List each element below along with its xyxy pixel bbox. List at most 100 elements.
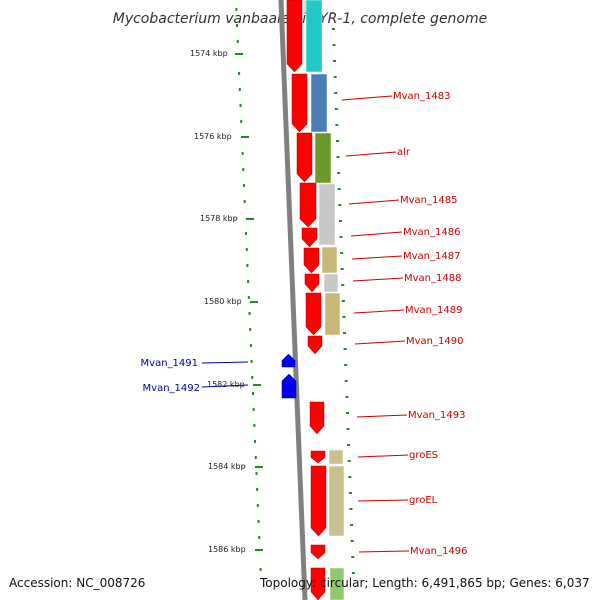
scale-dot bbox=[350, 524, 354, 526]
scale-dot bbox=[335, 124, 339, 126]
scale-dot bbox=[250, 360, 253, 363]
gene-leader-line bbox=[351, 255, 403, 260]
scale-tick-mark bbox=[253, 384, 261, 386]
scale-dot bbox=[340, 268, 344, 270]
gene-leader-line bbox=[348, 199, 400, 205]
gene-arrow bbox=[301, 227, 318, 248]
gene-leader-line bbox=[357, 454, 409, 458]
gene-arrow bbox=[281, 353, 296, 368]
cog-block bbox=[328, 465, 345, 537]
scale-dot bbox=[253, 424, 256, 427]
gene-label: Mvan_1487 bbox=[403, 251, 460, 262]
scale-dot bbox=[351, 556, 355, 558]
gene-arrow bbox=[296, 132, 313, 183]
scale-dot bbox=[247, 296, 250, 299]
gene-label: Mvan_1486 bbox=[403, 227, 460, 238]
scale-dot bbox=[252, 408, 255, 411]
scale-dot bbox=[238, 72, 241, 75]
gene-label: Mvan_1490 bbox=[406, 336, 463, 347]
scale-dot bbox=[339, 236, 343, 238]
scale-dot bbox=[243, 200, 246, 203]
scale-dot bbox=[333, 76, 337, 78]
scale-dot bbox=[256, 504, 259, 507]
cog-block bbox=[310, 73, 328, 133]
gene-label: Mvan_1483 bbox=[393, 91, 450, 102]
cog-block bbox=[318, 183, 336, 246]
cog-block bbox=[323, 273, 339, 293]
scale-dot bbox=[246, 264, 249, 267]
gene-arrow bbox=[310, 450, 326, 464]
gene-label: Mvan_1489 bbox=[405, 305, 462, 316]
gene-leader-line bbox=[345, 151, 397, 157]
scale-tick-mark bbox=[235, 53, 243, 55]
scale-dot bbox=[334, 92, 338, 94]
gene-arrow bbox=[307, 335, 323, 355]
scale-dot bbox=[240, 120, 243, 123]
scale-dot bbox=[255, 472, 258, 475]
gene-arrow bbox=[299, 182, 317, 228]
gene-label: Mvan_1493 bbox=[408, 410, 465, 421]
scale-tick-mark bbox=[250, 301, 258, 303]
scale-dot bbox=[332, 44, 336, 46]
gene-leader-line bbox=[358, 550, 410, 553]
scale-dot bbox=[251, 376, 254, 379]
scale-dot bbox=[258, 536, 261, 539]
scale-dot bbox=[256, 488, 259, 491]
scale-dot bbox=[259, 568, 262, 571]
scale-dot bbox=[345, 412, 349, 414]
scale-dot bbox=[239, 104, 242, 107]
scale-dot bbox=[236, 24, 239, 27]
tick-dots bbox=[235, 8, 355, 574]
gene-label: Mvan_1496 bbox=[410, 546, 467, 557]
gene-leader-line bbox=[357, 499, 409, 502]
scale-dot bbox=[257, 520, 260, 523]
gene-leader-line bbox=[341, 95, 393, 101]
scale-dot bbox=[342, 316, 346, 318]
gene-arrow bbox=[309, 401, 325, 435]
scale-dot bbox=[249, 328, 252, 331]
gene-arrow bbox=[281, 373, 297, 399]
scale-dot bbox=[337, 188, 341, 190]
scale-dot bbox=[343, 332, 347, 334]
scale-tick-label: 1580 kbp bbox=[204, 297, 242, 306]
scale-dot bbox=[347, 460, 351, 462]
cog-block bbox=[324, 292, 341, 336]
scale-dot bbox=[344, 380, 348, 382]
scale-dot bbox=[349, 508, 353, 510]
scale-dot bbox=[340, 252, 344, 254]
scale-dot bbox=[331, 12, 335, 14]
gene-arrows bbox=[281, 0, 327, 600]
scale-dot bbox=[242, 168, 245, 171]
gene-label: Mvan_1488 bbox=[404, 273, 461, 284]
scale-tick-mark bbox=[241, 136, 249, 138]
scale-dot bbox=[249, 344, 252, 347]
scale-tick-label: 1578 kbp bbox=[200, 214, 238, 223]
scale-dot bbox=[336, 156, 340, 158]
scale-dot bbox=[338, 204, 342, 206]
gene-arrow bbox=[310, 567, 326, 600]
backbone-line bbox=[278, 0, 308, 600]
scale-dot bbox=[350, 540, 354, 542]
scale-dot bbox=[333, 60, 337, 62]
scale-dot bbox=[248, 312, 251, 315]
gene-label: groES bbox=[409, 450, 438, 461]
cog-track bbox=[303, 0, 345, 600]
gene-arrow bbox=[286, 0, 303, 73]
gene-leader-line bbox=[352, 277, 404, 282]
gene-leader-line bbox=[350, 231, 403, 237]
scale-dot bbox=[247, 280, 250, 283]
cog-block bbox=[329, 567, 345, 600]
scale-dot bbox=[254, 440, 257, 443]
scale-dot bbox=[245, 248, 248, 251]
gene-leader-line bbox=[201, 384, 249, 388]
scale-dot bbox=[348, 476, 352, 478]
scale-tick-label: 1576 kbp bbox=[194, 132, 232, 141]
gene-arrow bbox=[310, 544, 326, 560]
gene-label: Mvan_1485 bbox=[400, 195, 457, 206]
scale-dot bbox=[241, 152, 244, 155]
scale-dot bbox=[245, 232, 248, 235]
gene-arrow bbox=[305, 292, 322, 336]
scale-dot bbox=[335, 140, 339, 142]
gene-arrow bbox=[304, 273, 320, 293]
scale-dot bbox=[334, 108, 338, 110]
